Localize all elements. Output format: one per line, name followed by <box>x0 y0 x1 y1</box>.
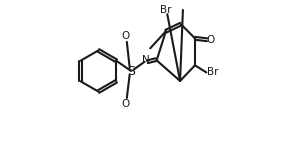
Text: Br: Br <box>207 67 218 77</box>
Text: Br: Br <box>160 5 172 15</box>
Text: O: O <box>121 99 130 109</box>
Text: O: O <box>206 35 214 45</box>
Text: N: N <box>142 55 150 65</box>
Text: S: S <box>127 64 135 78</box>
Text: O: O <box>121 31 130 41</box>
